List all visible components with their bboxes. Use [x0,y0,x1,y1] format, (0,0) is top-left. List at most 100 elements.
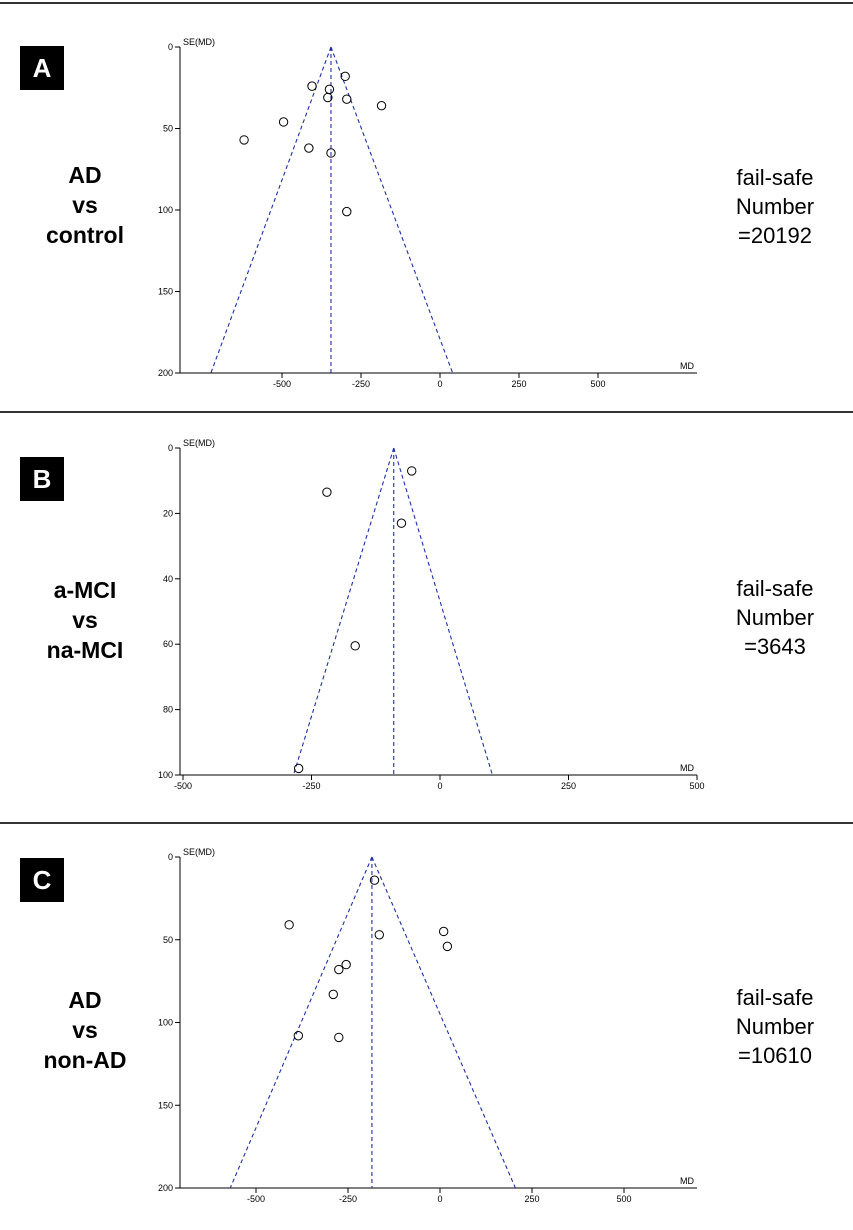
study-point [326,148,336,158]
x-tick-label: -500 [273,379,291,389]
comparison-label: AD vs non-AD [0,985,170,1075]
study-point [307,81,317,91]
y-tick-label: 200 [158,1183,173,1193]
failsafe-line: Number [735,605,815,630]
y-tick-label: 100 [158,770,173,780]
funnel-right-line [371,856,516,1189]
study-point [293,1031,304,1041]
comparison-label: AD vs control [0,160,170,250]
study-point [284,920,294,930]
study-point [323,92,333,103]
failsafe-line: fail-safe [736,165,814,190]
failsafe-line: fail-safe [736,985,814,1010]
panel-letter-badge: C [20,858,64,902]
failsafe-number: fail-safe Number =10610 [700,983,850,1070]
comparison-line: a-MCI [53,577,117,603]
x-tick-label: 500 [616,1194,631,1204]
y-axis-label: SE(MD) [183,847,215,857]
y-axis-label: SE(MD) [183,37,215,47]
y-tick-label: 100 [158,205,173,215]
y-tick-label: 50 [163,124,173,134]
failsafe-line: =3643 [744,634,806,659]
study-point [239,135,249,145]
failsafe-line: Number [735,194,815,219]
x-tick-label: 500 [590,379,605,389]
study-point [342,206,352,217]
funnel-right-line [330,46,454,374]
x-tick-label: 250 [561,781,576,791]
y-tick-label: 0 [168,42,173,52]
x-tick-label: -500 [174,781,192,791]
divider-b-c [0,822,853,824]
x-tick-label: 250 [524,1194,539,1204]
y-tick-label: 20 [163,508,173,518]
comparison-label: a-MCI vs na-MCI [0,575,170,665]
y-tick-label: 80 [163,705,173,715]
x-tick-label: 500 [689,781,704,791]
y-tick-label: 0 [168,852,173,862]
top-divider [0,2,853,4]
study-point [341,959,351,970]
failsafe-line: =10610 [737,1043,813,1068]
x-tick-label: -250 [352,379,370,389]
study-point [396,518,407,528]
comparison-line: vs [72,607,98,633]
panel-letter-badge: B [20,457,64,501]
y-tick-label: 40 [163,574,173,584]
study-point [278,117,289,127]
failsafe-line: fail-safe [736,576,814,601]
study-point [322,487,332,497]
panel-letter-badge: A [20,46,64,90]
funnel-left-line [229,856,373,1189]
y-tick-label: 0 [168,443,173,453]
x-axis-label: MD [680,763,694,773]
study-point [304,143,314,153]
panel-a: A AD vs control fail-safe Number =20192 … [0,0,853,410]
study-point [328,989,338,1000]
y-tick-label: 200 [158,368,173,378]
comparison-line: AD [68,987,102,1013]
study-point [376,100,387,111]
study-point [293,763,304,774]
failsafe-line: =20192 [737,223,813,248]
study-point [407,466,417,476]
study-point [369,875,380,885]
comparison-line: na-MCI [46,637,124,663]
comparison-line: non-AD [43,1047,127,1073]
study-point [350,641,360,651]
y-tick-label: 100 [158,1018,173,1028]
funnel-right-line [393,447,493,776]
comparison-line: control [46,222,124,248]
funnel-left-line [292,447,395,776]
x-axis-label: MD [680,1176,694,1186]
x-tick-label: 0 [437,379,442,389]
funnel-plot-b: 0 20 40 60 80 100-500 -250 0 250 500 SE(MD) MD [158,438,705,791]
x-tick-label: 250 [511,379,526,389]
x-tick-label: 0 [437,781,442,791]
failsafe-number: fail-safe Number =3643 [700,574,850,661]
x-tick-label: -250 [339,1194,357,1204]
study-point [340,71,350,82]
x-axis-label: MD [680,361,694,371]
study-point [334,964,344,975]
divider-a-b [0,411,853,413]
y-tick-label: 50 [163,935,173,945]
funnel-plot-a: 0 50 100 150 200 -500 -250 0 250 500 SE(MD) MD [158,37,697,389]
study-point [442,941,453,952]
comparison-line: vs [72,1017,98,1043]
panel-b: B a-MCI vs na-MCI fail-safe Number =3643… [0,438,850,791]
study-point [438,926,449,937]
study-point [342,94,352,104]
study-point [334,1032,344,1043]
y-tick-label: 150 [158,1100,173,1110]
failsafe-line: Number [735,1014,815,1039]
comparison-line: AD [68,162,102,188]
y-tick-label: 60 [163,639,173,649]
study-point [374,930,384,940]
y-axis-label: SE(MD) [183,438,215,448]
x-tick-label: -500 [247,1194,265,1204]
x-tick-label: -250 [302,781,320,791]
comparison-line: vs [72,192,98,218]
